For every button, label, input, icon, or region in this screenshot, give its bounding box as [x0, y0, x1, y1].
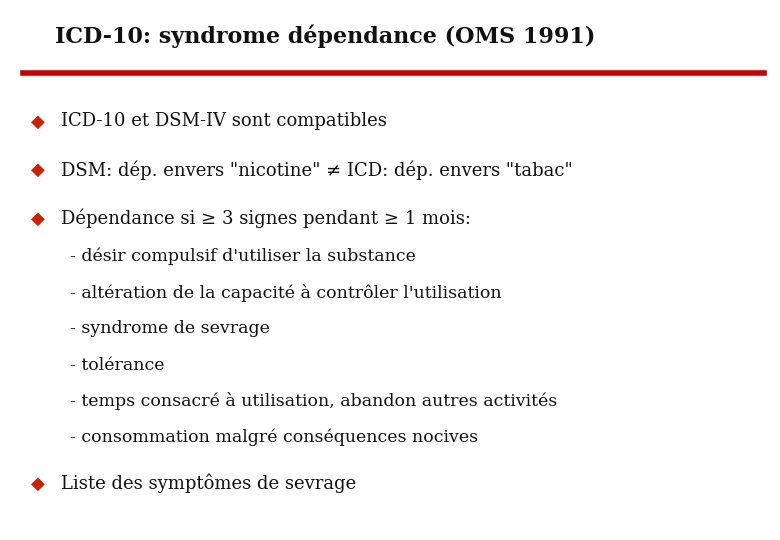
Text: DSM: dép. envers "nicotine" ≠ ICD: dép. envers "tabac": DSM: dép. envers "nicotine" ≠ ICD: dép. … — [61, 160, 573, 180]
Text: - altération de la capacité à contrôler l'utilisation: - altération de la capacité à contrôler … — [70, 284, 502, 302]
Text: ICD-10 et DSM-IV sont compatibles: ICD-10 et DSM-IV sont compatibles — [61, 112, 387, 131]
Text: ICD-10: syndrome dépendance (OMS 1991): ICD-10: syndrome dépendance (OMS 1991) — [55, 24, 595, 48]
Text: - syndrome de sevrage: - syndrome de sevrage — [70, 320, 270, 338]
Text: Liste des symptômes de sevrage: Liste des symptômes de sevrage — [61, 474, 356, 493]
Text: - temps consacré à utilisation, abandon autres activités: - temps consacré à utilisation, abandon … — [70, 392, 558, 410]
Text: - désir compulsif d'utiliser la substance: - désir compulsif d'utiliser la substanc… — [70, 248, 416, 265]
Text: Dépendance si ≥ 3 signes pendant ≥ 1 mois:: Dépendance si ≥ 3 signes pendant ≥ 1 moi… — [61, 209, 471, 228]
Text: ◆: ◆ — [31, 161, 45, 179]
Text: ◆: ◆ — [31, 210, 45, 228]
Text: - consommation malgré conséquences nocives: - consommation malgré conséquences nociv… — [70, 429, 478, 446]
Text: - tolérance: - tolérance — [70, 356, 165, 374]
Text: ◆: ◆ — [31, 112, 45, 131]
Text: ◆: ◆ — [31, 474, 45, 492]
